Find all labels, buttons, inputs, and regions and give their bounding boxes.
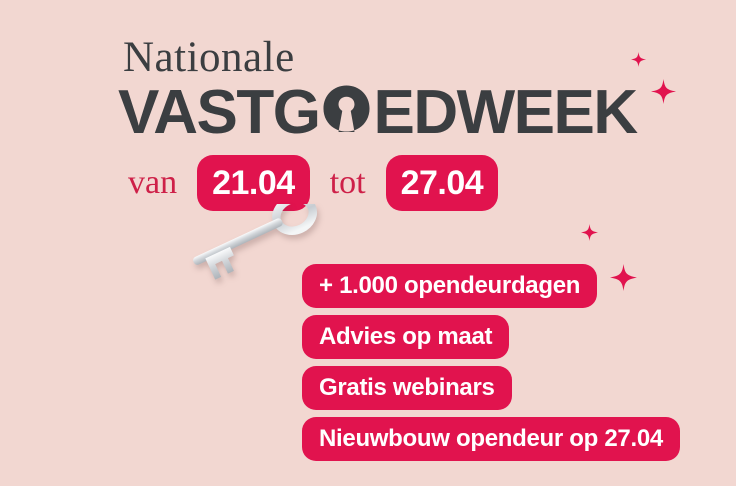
- brand-main-left: VASTG: [118, 78, 321, 147]
- benefit-badge-nieuwbouw: Nieuwbouw opendeur op 27.04: [302, 417, 680, 461]
- brand-main-line: VASTG EDWEEK: [118, 78, 638, 147]
- benefit-badge-advies: Advies op maat: [302, 315, 510, 359]
- key-icon: [193, 204, 318, 280]
- date-from-label: van: [128, 164, 178, 201]
- sparkle-icon: [581, 224, 598, 241]
- date-row: van 21.04 tot 27.04: [128, 155, 499, 211]
- date-from-badge: 21.04: [197, 155, 310, 211]
- brand-top-line: Nationale: [123, 34, 295, 81]
- sparkle-icon: [610, 264, 637, 291]
- sparkle-icon: [631, 52, 646, 67]
- date-to-badge: 27.04: [385, 155, 499, 211]
- benefits-list: + 1.000 opendeurdagen Advies op maat Gra…: [302, 264, 680, 461]
- benefit-badge-webinars: Gratis webinars: [302, 366, 512, 410]
- benefit-badge-opendeurdagen: + 1.000 opendeurdagen: [302, 264, 598, 308]
- keyhole-o-icon: [323, 85, 371, 132]
- brand-main-right: EDWEEK: [373, 78, 638, 147]
- date-to-label: tot: [329, 164, 366, 201]
- sparkle-icon: [651, 79, 676, 104]
